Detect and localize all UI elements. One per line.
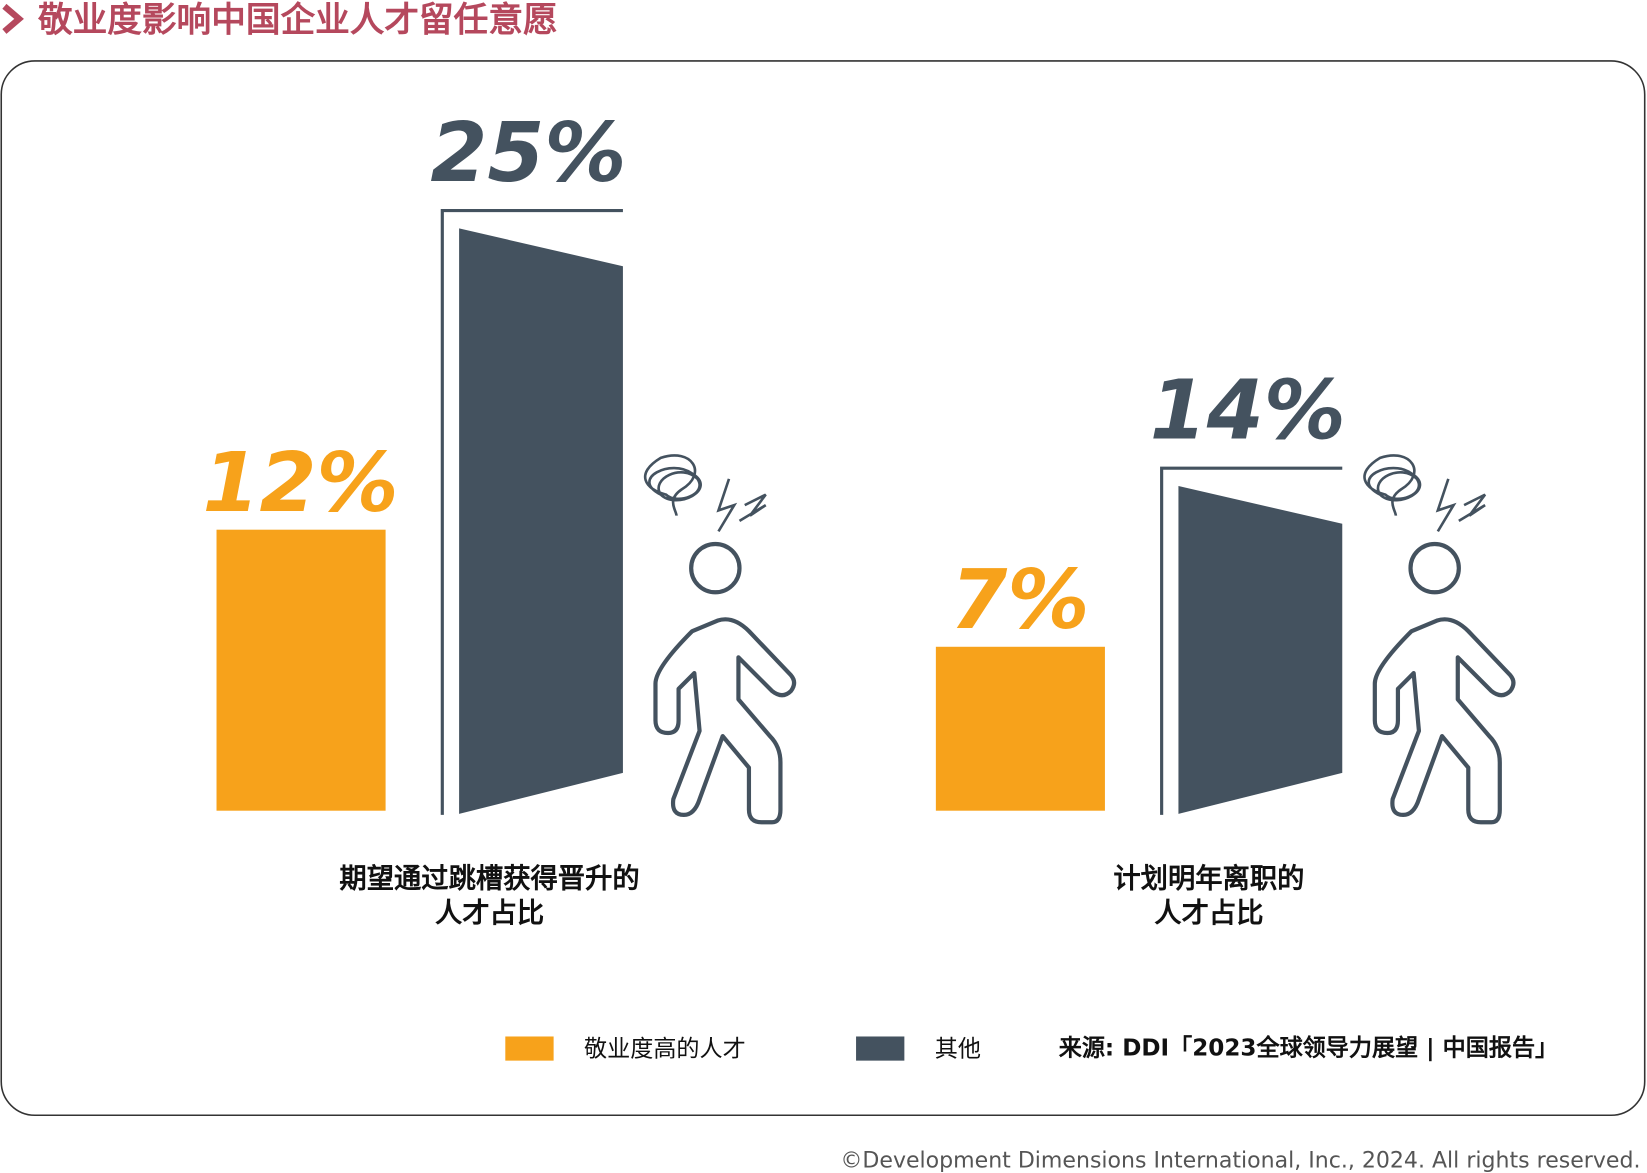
value-label: 12%	[203, 436, 399, 531]
value-label: 7%	[950, 553, 1089, 648]
category-label: 人才占比	[435, 898, 544, 929]
bar	[459, 228, 623, 814]
legend-swatch	[856, 1036, 905, 1061]
value-label: 25%	[430, 106, 626, 201]
panel-frame	[0, 60, 1646, 1117]
value-label: 14%	[1150, 364, 1346, 459]
legend-label: 其他	[935, 1036, 981, 1062]
walker-scribble	[643, 454, 702, 516]
category-label: 人才占比	[1154, 898, 1263, 929]
bar	[1178, 486, 1343, 814]
legend-label: 敬业度高的人才	[584, 1036, 746, 1062]
walker-body	[1372, 617, 1516, 825]
walker-head	[689, 541, 742, 595]
category-label: 计划明年离职的	[1113, 862, 1304, 894]
walker-head	[1408, 541, 1461, 595]
source: 来源: DDI「2023全球领导力展望 | 中国报告」	[1059, 1034, 1558, 1061]
bar	[935, 646, 1105, 811]
legend-swatch	[505, 1036, 554, 1061]
title-marker	[2, 3, 24, 34]
walker-body	[653, 617, 797, 825]
chart-title: 敬业度影响中国企业人才留任意愿	[37, 1, 558, 41]
bar	[216, 529, 386, 811]
category-label: 期望通过跳槽获得晋升的	[339, 862, 639, 894]
walker-scribble	[1363, 454, 1422, 516]
walker-bolt	[1435, 478, 1487, 533]
door-frame	[440, 208, 623, 815]
copyright: ©Development Dimensions International, I…	[840, 1149, 1640, 1173]
walker-bolt	[716, 478, 767, 533]
door-frame	[1160, 466, 1343, 815]
